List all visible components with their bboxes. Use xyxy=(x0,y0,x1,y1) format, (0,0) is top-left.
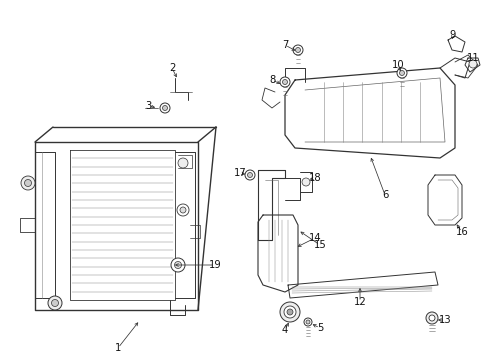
Text: 13: 13 xyxy=(438,315,450,325)
Text: 5: 5 xyxy=(316,323,323,333)
Circle shape xyxy=(247,172,252,177)
Circle shape xyxy=(21,176,35,190)
Circle shape xyxy=(244,170,254,180)
Circle shape xyxy=(171,258,184,272)
Text: 15: 15 xyxy=(313,240,325,250)
Text: 6: 6 xyxy=(381,190,387,200)
Text: 19: 19 xyxy=(208,260,221,270)
Circle shape xyxy=(282,80,287,85)
Circle shape xyxy=(468,60,476,68)
Circle shape xyxy=(162,105,167,111)
Text: 12: 12 xyxy=(353,297,366,307)
Text: 18: 18 xyxy=(308,173,321,183)
Circle shape xyxy=(174,261,181,269)
Circle shape xyxy=(280,302,299,322)
Text: 7: 7 xyxy=(281,40,287,50)
Circle shape xyxy=(292,45,303,55)
Text: 1: 1 xyxy=(115,343,121,353)
Circle shape xyxy=(160,103,170,113)
Circle shape xyxy=(177,204,189,216)
Circle shape xyxy=(48,296,62,310)
Text: 10: 10 xyxy=(391,60,404,70)
Text: 14: 14 xyxy=(308,233,321,243)
Text: 2: 2 xyxy=(168,63,175,73)
Text: 8: 8 xyxy=(268,75,275,85)
Circle shape xyxy=(284,306,295,318)
Circle shape xyxy=(302,178,309,186)
Circle shape xyxy=(280,77,289,87)
Text: 4: 4 xyxy=(281,325,287,335)
Circle shape xyxy=(305,320,309,324)
Text: 9: 9 xyxy=(449,30,455,40)
Circle shape xyxy=(51,300,59,306)
Text: 11: 11 xyxy=(466,53,478,63)
Circle shape xyxy=(286,309,292,315)
Circle shape xyxy=(304,318,311,326)
Circle shape xyxy=(178,158,187,168)
Circle shape xyxy=(295,48,300,53)
Circle shape xyxy=(24,180,31,186)
Circle shape xyxy=(399,71,404,76)
Text: 17: 17 xyxy=(233,168,246,178)
Text: 3: 3 xyxy=(144,101,151,111)
Text: 16: 16 xyxy=(455,227,468,237)
Circle shape xyxy=(396,68,406,78)
Circle shape xyxy=(428,315,434,321)
Circle shape xyxy=(425,312,437,324)
Circle shape xyxy=(180,207,185,213)
